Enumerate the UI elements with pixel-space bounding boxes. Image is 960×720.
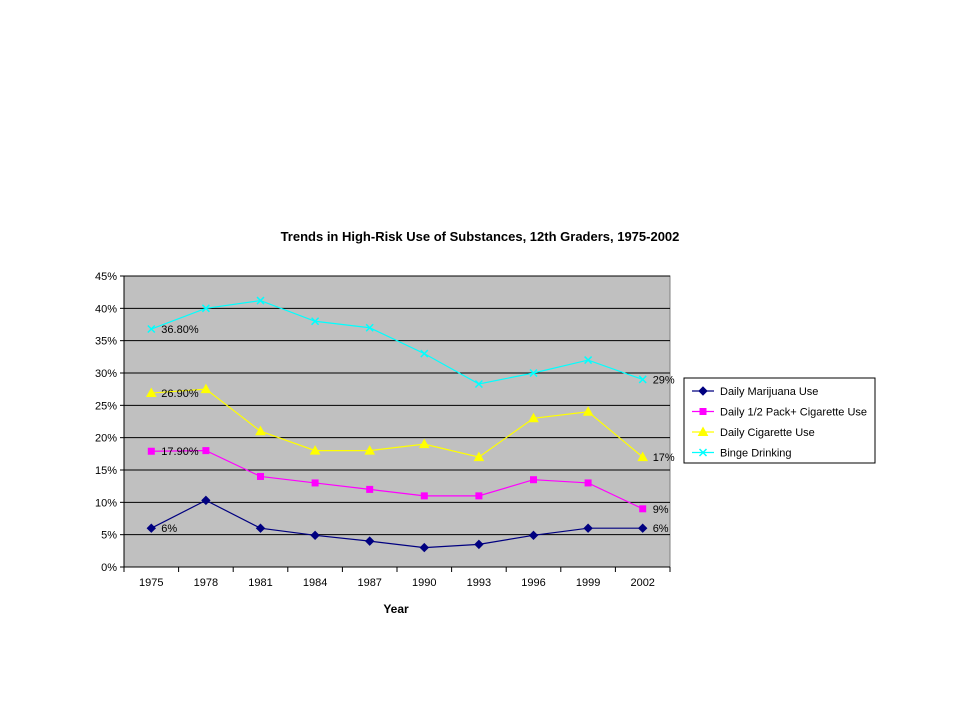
x-tick-label: 1993 xyxy=(467,577,491,589)
x-tick-label: 2002 xyxy=(630,577,654,589)
legend: Daily Marijuana Use Daily 1/2 Pack+ Cigar… xyxy=(683,377,876,464)
x-tick-label: 1996 xyxy=(521,577,545,589)
data-point xyxy=(257,472,264,480)
y-tick-label: 40% xyxy=(95,303,117,315)
series-line xyxy=(151,499,643,549)
y-tick-label: 35% xyxy=(95,336,117,348)
data-point xyxy=(146,523,157,533)
x-tick-label: 1987 xyxy=(357,577,381,589)
data-point xyxy=(311,479,319,487)
data-point xyxy=(201,304,210,313)
data-point xyxy=(420,492,428,500)
data-label: 6% xyxy=(161,523,177,535)
series-line xyxy=(151,449,643,510)
data-label: 17% xyxy=(653,452,675,464)
series-line xyxy=(151,388,644,458)
series-triangle: 26.90% 17% xyxy=(145,383,675,464)
data-point xyxy=(202,447,210,455)
legend-label: Daily Marijuana Use xyxy=(720,386,818,398)
series-diamond: 6% 6% xyxy=(146,495,669,553)
y-tick-label: 20% xyxy=(95,433,117,445)
data-point xyxy=(637,451,649,462)
data-point xyxy=(638,375,647,384)
data-point xyxy=(364,536,375,546)
data-point xyxy=(366,485,374,493)
data-point xyxy=(528,530,539,541)
data-point xyxy=(418,438,430,449)
y-tick-label: 25% xyxy=(95,400,117,412)
plot-background xyxy=(123,275,671,568)
data-point xyxy=(255,425,266,436)
data-label: 29% xyxy=(653,374,675,386)
x-tick-label: 1999 xyxy=(576,577,600,589)
data-point xyxy=(364,445,376,455)
legend-marker xyxy=(698,448,708,457)
data-point xyxy=(256,296,265,305)
data-point xyxy=(311,317,320,326)
x-tick-label: 1984 xyxy=(303,577,327,589)
data-label: 9% xyxy=(653,504,669,516)
data-point xyxy=(473,451,485,462)
x-tick-label: 1975 xyxy=(139,577,163,589)
legend-label: Daily 1/2 Pack+ Cigarette Use xyxy=(720,407,867,419)
data-label: 26.90% xyxy=(161,388,199,400)
data-point xyxy=(582,406,594,416)
data-point xyxy=(147,324,156,334)
data-point xyxy=(639,505,647,513)
data-point xyxy=(145,387,157,398)
x-axis-title: Year xyxy=(383,602,409,616)
data-point xyxy=(309,445,321,455)
y-tick-label: 0% xyxy=(101,562,117,574)
data-point xyxy=(200,383,212,394)
series-x: 36.80% 29% xyxy=(147,296,675,389)
data-point xyxy=(474,539,484,550)
data-point xyxy=(310,530,320,541)
x-tick-label: 1981 xyxy=(248,577,272,589)
x-tick-label: 1990 xyxy=(412,577,436,589)
data-point xyxy=(419,542,430,553)
series-square: 17.90% 9% xyxy=(147,446,669,516)
data-point xyxy=(475,492,483,500)
data-point xyxy=(529,368,538,378)
data-point xyxy=(584,479,592,487)
data-point xyxy=(637,523,648,533)
chart-title: Trends in High-Risk Use of Substances, 1… xyxy=(281,229,680,244)
data-point xyxy=(584,356,593,365)
legend-label: Binge Drinking xyxy=(720,448,792,460)
y-tick-label: 30% xyxy=(95,368,117,380)
y-tick-label: 15% xyxy=(95,465,117,477)
legend-label: Daily Cigarette Use xyxy=(720,427,815,439)
data-point xyxy=(147,447,155,455)
legend-marker xyxy=(697,426,709,436)
legend-marker xyxy=(699,408,707,415)
legend-marker xyxy=(698,386,708,396)
data-point xyxy=(474,379,483,389)
x-tick-label: 1978 xyxy=(194,577,218,589)
legend-box xyxy=(683,377,876,464)
data-point xyxy=(201,495,211,506)
data-point xyxy=(365,323,374,332)
data-label: 36.80% xyxy=(161,324,199,336)
data-point xyxy=(420,349,429,358)
data-point xyxy=(528,412,539,423)
series-line xyxy=(151,299,643,385)
data-point xyxy=(255,523,266,533)
y-tick-label: 10% xyxy=(95,497,117,509)
plot-area: 0% 5% 10% 15% 20% 25% 30% 35% 40% 45% 1975 1978 1981… xyxy=(95,271,675,589)
data-label: 17.90% xyxy=(161,446,199,458)
data-label: 6% xyxy=(653,523,669,535)
y-tick-label: 5% xyxy=(101,530,117,542)
data-point xyxy=(583,523,593,533)
y-tick-label: 45% xyxy=(95,271,117,283)
data-point xyxy=(530,476,537,484)
